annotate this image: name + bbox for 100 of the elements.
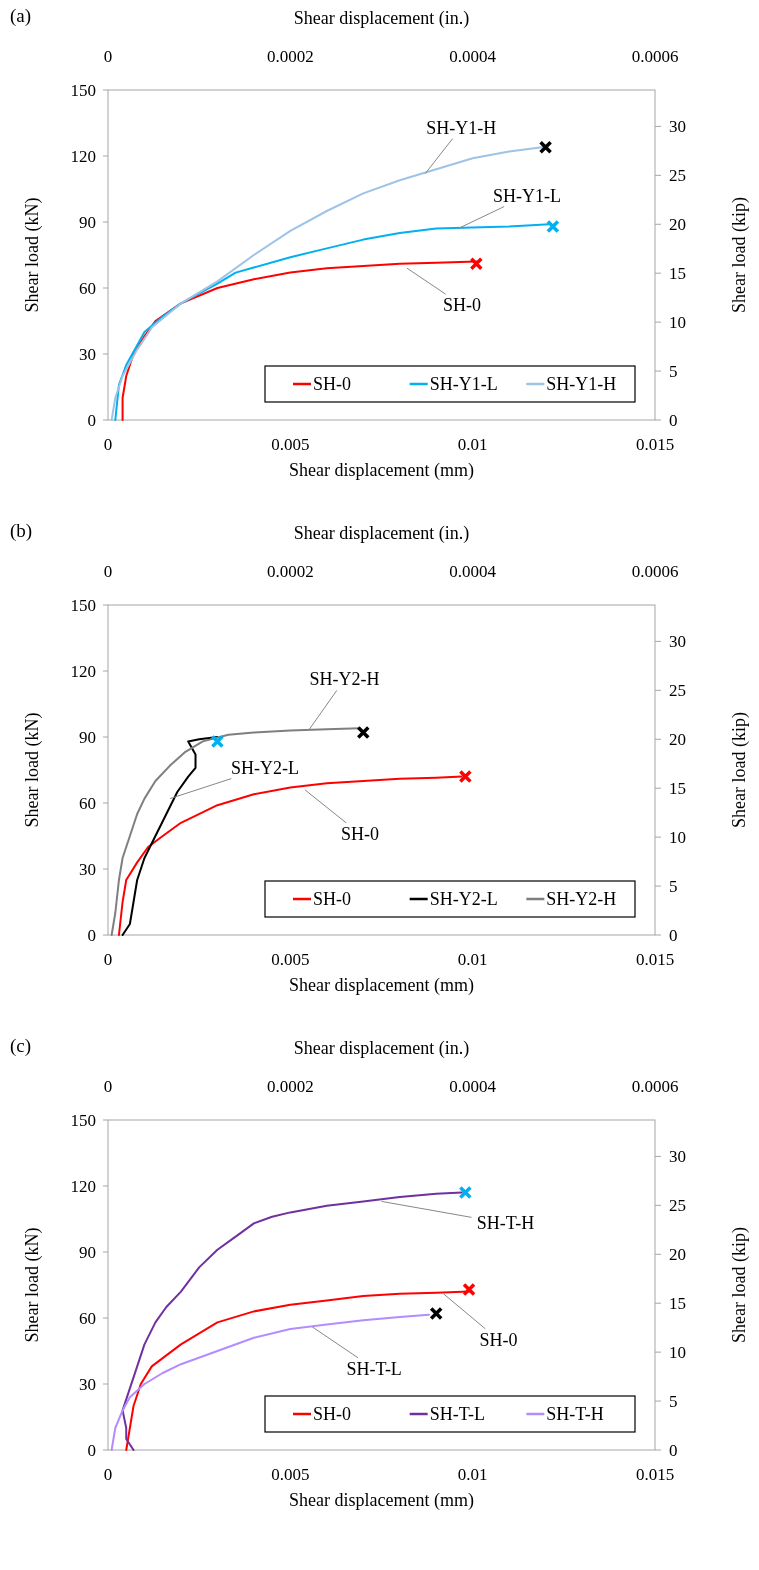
line-series — [110, 1313, 430, 1451]
x2-tick-label: 0.0002 — [266, 1077, 314, 1096]
y2-tick-label: 10 — [669, 313, 686, 333]
point — [210, 734, 225, 749]
y-tick-label: 120 — [70, 147, 96, 166]
y-axis-title: Shear load (kN) — [22, 712, 43, 828]
x2-tick-label: 0 — [103, 562, 113, 581]
x2-tick-label: 0 — [103, 1077, 113, 1096]
x-tick-label: 0.005 — [271, 1465, 310, 1484]
x-tick-label: 0.01 — [457, 435, 488, 454]
y2-tick-label: 0 — [669, 411, 678, 430]
x2-tick-label: 0.0004 — [449, 1077, 497, 1096]
annotation: SH-Y2-L — [230, 757, 299, 778]
x2-tick-label: 0.0006 — [631, 1077, 679, 1096]
x-axis-title: Shear displacement (mm) — [289, 460, 474, 481]
y2-tick-label: 15 — [669, 779, 686, 799]
annotation: SH-0 — [340, 823, 379, 844]
y2-axis-title: Shear load (kip) — [729, 197, 750, 313]
x-tick-label: 0.015 — [635, 435, 675, 454]
y2-tick-label: 0 — [669, 1441, 678, 1460]
x2-axis-title: Shear displacement (in.) — [293, 8, 470, 29]
annotation: SH-Y2-H — [309, 669, 380, 690]
y-axis-title: Shear load (kN) — [22, 197, 43, 313]
legend-label: SH-Y1-H — [546, 374, 617, 394]
x2-axis-title: Shear displacement (in.) — [293, 523, 470, 544]
y-tick-label: 0 — [87, 411, 96, 430]
annotation: SH-0 — [479, 1329, 518, 1350]
point — [458, 769, 473, 784]
y-tick-label: 90 — [79, 728, 96, 747]
x-tick-label: 0 — [103, 435, 113, 454]
chart-title: (c) — [10, 1035, 32, 1057]
y2-tick-label: 30 — [669, 632, 686, 652]
x2-tick-label: 0.0004 — [449, 562, 497, 581]
legend-label: SH-Y2-L — [429, 889, 498, 909]
y-tick-label: 0 — [87, 926, 96, 945]
x2-tick-label: 0.0006 — [631, 562, 679, 581]
y2-axis-title: Shear load (kip) — [729, 712, 750, 828]
y-tick-label: 150 — [70, 81, 96, 100]
x2-tick-label: 0 — [103, 47, 113, 66]
y-tick-label: 150 — [70, 596, 96, 615]
y2-tick-label: 25 — [669, 1196, 686, 1216]
x2-tick-label: 0.0002 — [266, 47, 314, 66]
x-tick-label: 0.01 — [457, 1465, 488, 1484]
x-tick-label: 0 — [103, 1465, 113, 1484]
x-axis-title: Shear displacement (mm) — [289, 1490, 474, 1511]
point — [469, 257, 484, 271]
x2-tick-label: 0.0002 — [266, 562, 314, 581]
point — [429, 1306, 443, 1321]
annotation: SH-0 — [443, 295, 482, 316]
x-tick-label: 0.015 — [635, 1465, 675, 1484]
annotation: SH-Y1-L — [493, 185, 562, 206]
y-tick-label: 30 — [79, 860, 96, 879]
x-tick-label: 0 — [103, 950, 113, 969]
legend-label: SH-0 — [313, 889, 352, 909]
y2-tick-label: 25 — [669, 166, 686, 186]
point — [356, 725, 371, 740]
y2-tick-label: 10 — [669, 1343, 686, 1363]
y2-tick-label: 5 — [669, 362, 678, 382]
x-tick-label: 0.01 — [457, 950, 488, 969]
y-tick-label: 30 — [79, 1375, 96, 1394]
y2-tick-label: 5 — [669, 1392, 678, 1412]
chart-title: (a) — [10, 5, 32, 27]
y-tick-label: 60 — [79, 1309, 96, 1328]
y-tick-label: 120 — [70, 662, 96, 681]
legend-label: SH-T-H — [546, 1404, 604, 1424]
y2-tick-label: 5 — [669, 877, 678, 897]
y-axis-title: Shear load (kN) — [22, 1227, 43, 1343]
y-tick-label: 120 — [70, 1177, 96, 1196]
x2-tick-label: 0.0004 — [449, 47, 497, 66]
x-tick-label: 0.005 — [271, 950, 310, 969]
legend-label: SH-0 — [313, 1404, 352, 1424]
x2-axis-title: Shear displacement (in.) — [293, 1038, 470, 1059]
y2-axis-title: Shear load (kip) — [729, 1227, 750, 1343]
y2-tick-label: 30 — [669, 1147, 686, 1167]
y2-tick-label: 25 — [669, 681, 686, 701]
y-tick-label: 60 — [79, 279, 96, 298]
point — [458, 1185, 473, 1200]
y2-tick-label: 15 — [669, 264, 686, 284]
y2-tick-label: 10 — [669, 828, 686, 848]
y-tick-label: 90 — [79, 1243, 96, 1262]
x-tick-label: 0.005 — [271, 435, 310, 454]
legend-label: SH-0 — [313, 374, 352, 394]
y-tick-label: 0 — [87, 1441, 96, 1460]
y-tick-label: 150 — [70, 1111, 96, 1130]
legend-label: SH-T-L — [429, 1404, 486, 1424]
point — [538, 140, 553, 154]
annotation: SH-T-L — [346, 1358, 402, 1379]
y2-tick-label: 0 — [669, 926, 678, 945]
y-tick-label: 90 — [79, 213, 96, 232]
chart-title: (b) — [10, 520, 33, 542]
y-tick-label: 30 — [79, 345, 96, 364]
x-tick-label: 0.015 — [635, 950, 675, 969]
x2-tick-label: 0.0006 — [631, 47, 679, 66]
point — [462, 1282, 476, 1297]
y2-tick-label: 30 — [669, 117, 686, 137]
legend-label: SH-Y1-L — [429, 374, 498, 394]
annotation: SH-Y1-H — [426, 117, 497, 138]
annotation: SH-T-H — [476, 1213, 535, 1234]
point — [546, 219, 560, 234]
legend-label: SH-Y2-H — [546, 889, 617, 909]
